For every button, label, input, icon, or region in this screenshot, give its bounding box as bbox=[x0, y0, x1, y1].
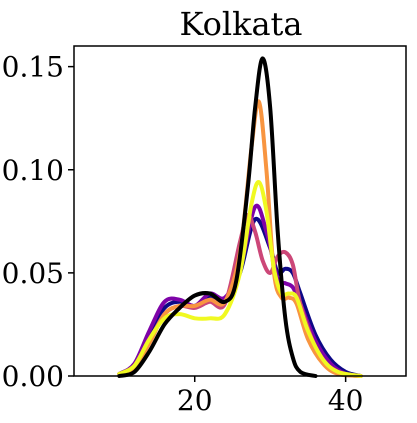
y-axis: 0.00 0.05 0.10 0.15 bbox=[2, 51, 74, 393]
x-tick-label: 40 bbox=[328, 384, 364, 417]
x-axis: 20 40 bbox=[177, 376, 364, 417]
density-series-4 bbox=[117, 99, 363, 378]
chart-title: Kolkata bbox=[180, 5, 303, 43]
y-tick-label: 0.10 bbox=[2, 154, 64, 187]
density-series-2 bbox=[117, 203, 363, 378]
y-tick-label: 0.15 bbox=[2, 51, 64, 84]
series-layer bbox=[117, 56, 363, 378]
x-tick-label: 20 bbox=[177, 384, 213, 417]
density-series-6 bbox=[117, 56, 318, 378]
y-tick-label: 0.00 bbox=[2, 360, 64, 393]
plot-frame bbox=[73, 45, 407, 377]
y-tick-label: 0.05 bbox=[2, 257, 64, 290]
density-series-1 bbox=[117, 216, 363, 378]
density-series-5 bbox=[117, 180, 363, 378]
